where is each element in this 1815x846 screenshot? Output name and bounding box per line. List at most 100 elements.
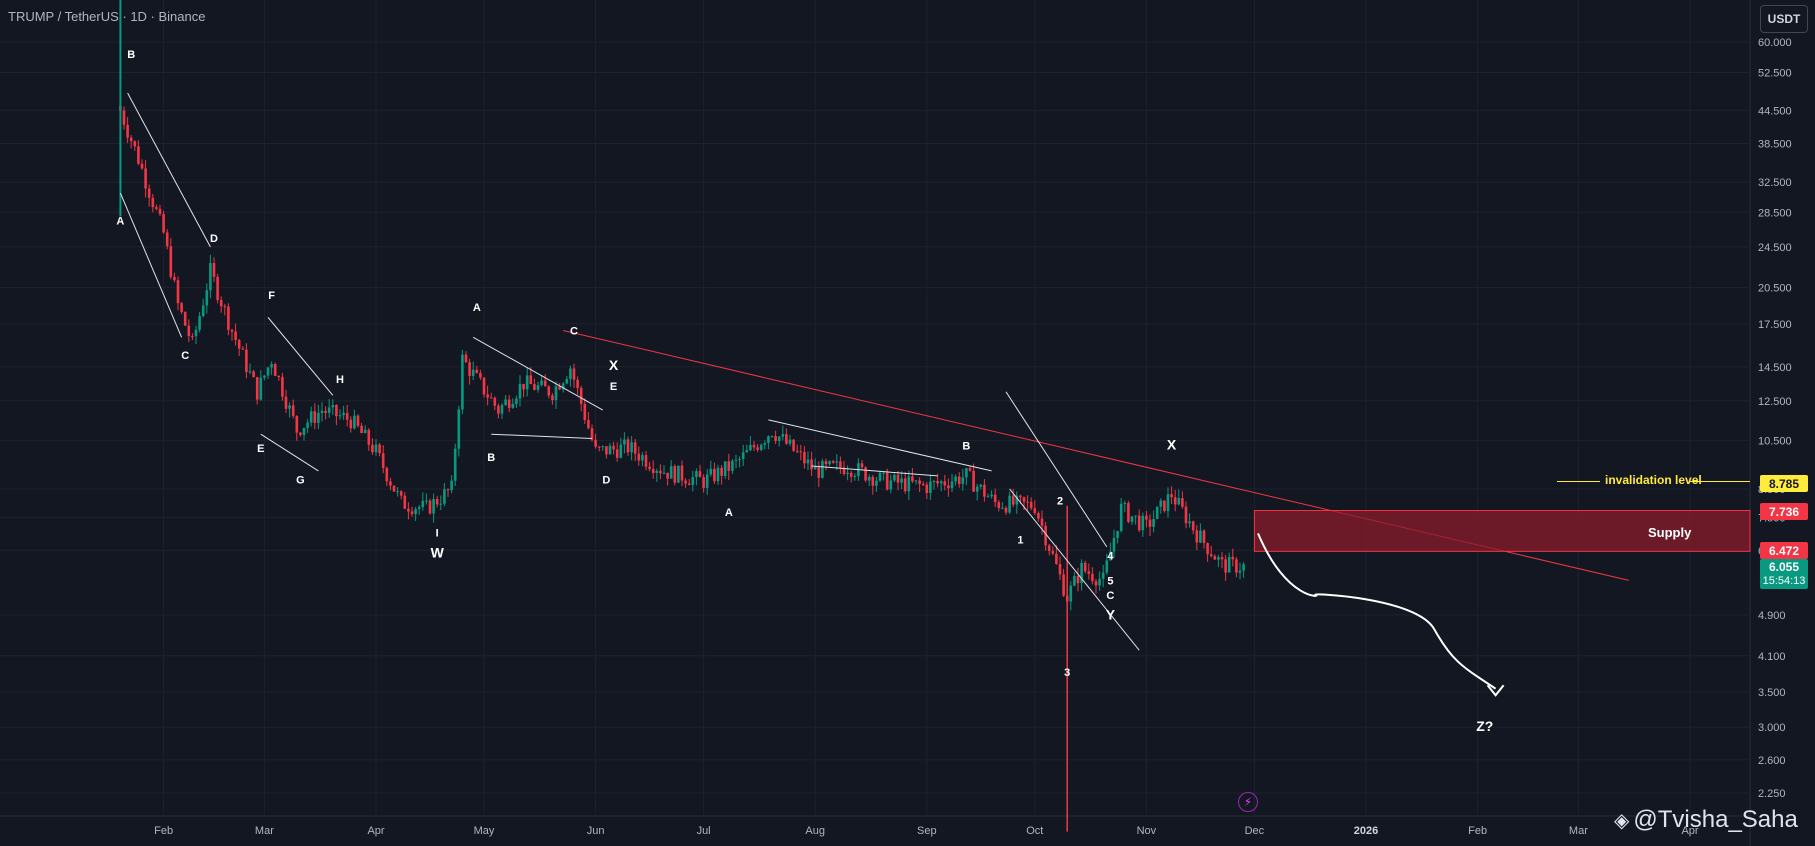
candle-body — [284, 396, 288, 409]
candle-body — [241, 348, 245, 350]
price-tick-label: 24.500 — [1758, 242, 1792, 254]
candle-body — [399, 491, 403, 496]
candle-body — [1011, 495, 1015, 505]
candle-body — [381, 453, 385, 468]
candle-body — [327, 407, 331, 413]
candle-body — [947, 485, 950, 489]
candle-body — [1220, 557, 1224, 560]
candle-body — [1069, 585, 1073, 602]
candle-body — [900, 478, 903, 483]
candle-body — [1170, 494, 1173, 498]
candle-body — [133, 141, 137, 147]
candle-body — [551, 395, 554, 401]
candle-body — [601, 446, 605, 448]
candle-body — [165, 232, 169, 247]
bar-countdown: 15:54:13 — [1762, 575, 1806, 587]
price-tick-label: 2.250 — [1758, 788, 1786, 800]
candle-body — [147, 188, 151, 198]
candle-body — [677, 465, 680, 483]
candle-body — [1202, 530, 1206, 544]
candle-body — [1091, 573, 1094, 582]
time-tick-label: Dec — [1245, 825, 1265, 837]
candle-body — [792, 439, 795, 451]
wave-label: E — [257, 443, 264, 455]
supply-zone — [1253, 510, 1751, 552]
candle-body — [493, 397, 497, 406]
candle-body — [1051, 550, 1055, 554]
time-tick-label: Mar — [1569, 825, 1588, 837]
candle-body — [720, 467, 723, 476]
candle-body — [961, 477, 965, 484]
candle-body — [1055, 553, 1058, 564]
candle-body — [309, 411, 313, 423]
candle-body — [353, 415, 356, 429]
channel-line-lower — [1009, 488, 1140, 651]
candle-body — [464, 354, 468, 363]
candle-body — [1166, 494, 1170, 512]
supply-label: Supply — [1648, 525, 1692, 540]
candle-body — [410, 511, 414, 515]
candle-body — [903, 478, 907, 492]
candle-body — [169, 246, 173, 277]
candle-body — [1130, 516, 1134, 522]
wave-label: Y — [1106, 607, 1116, 623]
candle-body — [263, 375, 266, 378]
wedge-line-lower — [119, 192, 183, 338]
candle-body — [435, 498, 439, 505]
candle-body — [882, 472, 885, 474]
candle-body — [1073, 576, 1076, 586]
lightning-icon[interactable]: ⚡ — [1238, 792, 1258, 812]
candle-body — [299, 432, 302, 435]
currency-selector[interactable]: USDT — [1760, 5, 1808, 33]
candle-body — [831, 461, 835, 463]
candle-body — [1026, 501, 1029, 503]
candle-body — [983, 484, 986, 497]
candle-body — [893, 474, 896, 481]
candle-body — [1141, 515, 1145, 531]
candle-body — [979, 484, 983, 487]
candle-body — [824, 461, 828, 465]
candle-body — [486, 394, 489, 398]
chart-grid — [0, 0, 1751, 846]
candle-body — [770, 436, 774, 438]
candle-body — [151, 197, 155, 208]
candle-body — [554, 386, 558, 401]
candle-body — [428, 500, 432, 514]
candle-body — [209, 263, 212, 291]
candle-body — [371, 444, 374, 453]
candle-body — [1083, 562, 1087, 572]
wave-label: 2 — [1057, 495, 1063, 507]
candle-body — [155, 207, 158, 209]
candle-body — [313, 411, 317, 423]
candle-body — [785, 434, 788, 444]
candle-body — [695, 471, 698, 478]
candle-body — [914, 480, 918, 482]
candle-body — [972, 470, 975, 492]
candle-body — [255, 377, 259, 400]
current-price: 6.055 — [1768, 560, 1800, 574]
wave-label: C — [181, 350, 189, 362]
candle-body — [461, 354, 464, 410]
candle-body — [367, 429, 371, 445]
candle-body — [687, 483, 691, 485]
candle-body — [158, 208, 162, 214]
candle-body — [345, 412, 349, 420]
invalidation-label: invalidation level — [1605, 473, 1702, 487]
time-tick-label: Oct — [1026, 825, 1043, 837]
candle-body — [968, 468, 972, 471]
chart-title: TRUMP / TetherUS · 1D · Binance — [8, 9, 206, 24]
candle-body — [655, 470, 659, 474]
candle-body — [288, 405, 291, 409]
candle-body — [407, 508, 410, 512]
candle-body — [921, 483, 925, 485]
wave-label: 1 — [1017, 534, 1023, 546]
candle-body — [911, 476, 914, 482]
candle-body — [507, 399, 511, 408]
candle-body — [637, 453, 641, 461]
candle-body — [817, 467, 821, 478]
wave-label: E — [610, 381, 617, 393]
candle-body — [781, 434, 785, 437]
candle-body — [849, 472, 853, 477]
